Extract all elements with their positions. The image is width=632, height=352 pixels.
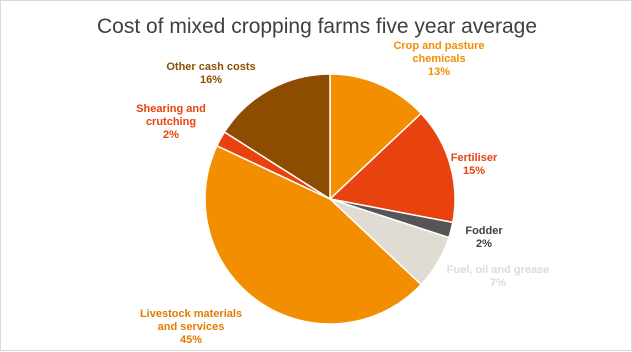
slice-label-2: Fertiliser 15%: [451, 152, 498, 177]
slice-label-5: Livestock materials and services 45%: [140, 308, 242, 346]
slice-label-3: Fodder 2%: [465, 225, 503, 250]
slice-label-1: Crop and pasture chemicals 13%: [393, 40, 484, 78]
pie-slice-1: [329, 73, 423, 201]
slice-label-4: Fuel, oil and grease 7%: [447, 264, 550, 289]
chart-title: Cost of mixed cropping farms five year a…: [96, 15, 538, 38]
slice-label-7: Other cash costs 16%: [166, 61, 255, 86]
slice-label-6: Shearing and crutching 2%: [136, 103, 206, 141]
pie-slice-7: [223, 73, 331, 201]
pie-slice-5: [204, 144, 423, 325]
pie-slice-2: [328, 112, 456, 224]
